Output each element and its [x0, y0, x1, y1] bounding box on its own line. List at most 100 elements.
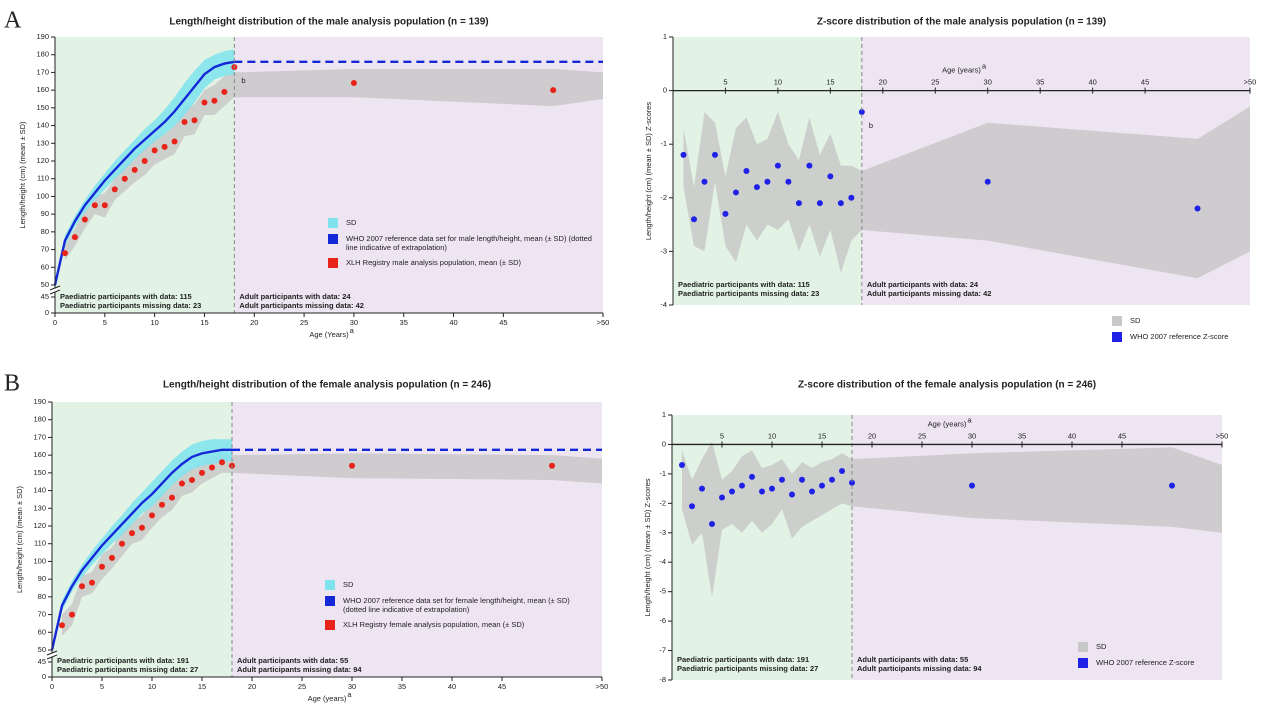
legend: SD WHO 2007 reference Z-score	[1112, 316, 1262, 342]
data-point	[839, 467, 845, 474]
y-tick-label: 120	[36, 156, 49, 165]
legend-item: XLH Registry male analysis population, m…	[328, 258, 598, 268]
data-point	[119, 540, 125, 547]
x-label-note: a	[347, 690, 352, 699]
axis-break	[49, 289, 61, 295]
data-point	[1169, 482, 1175, 489]
legend-label: SD	[1096, 642, 1107, 651]
y-tick-label: 170	[36, 67, 49, 76]
x-tick-label: 15	[200, 318, 208, 327]
x-tick-label: 40	[1088, 78, 1096, 87]
x-tick-label: 5	[723, 78, 727, 87]
data-point	[764, 178, 771, 185]
axis-break	[46, 650, 58, 656]
legend-label: WHO 2007 reference Z-score	[1096, 658, 1195, 667]
region-text: Paediatric participants missing data: 23	[678, 289, 819, 298]
footnote-mark: b	[869, 121, 873, 130]
data-point	[774, 162, 781, 169]
y-tick-label: 100	[33, 556, 46, 565]
y-tick-label: 100	[36, 191, 49, 200]
y-axis-label: Length/height (cm) (mean ± SD) Z-scores	[644, 102, 653, 241]
legend-item: WHO 2007 reference data set for female l…	[325, 596, 595, 614]
data-point	[858, 109, 865, 116]
legend-swatch	[1078, 658, 1088, 668]
y-tick-label: 160	[33, 450, 46, 459]
x-axis-label: Age (Years)	[309, 330, 349, 339]
region	[672, 415, 852, 680]
x-tick-label: 30	[348, 682, 356, 691]
legend-item: SD	[1112, 316, 1262, 326]
region-text: Adult participants missing data: 94	[857, 664, 982, 673]
x-tick-label: 20	[879, 78, 887, 87]
legend-box: SD WHO 2007 reference data set for female…	[325, 580, 595, 630]
data-point	[837, 200, 844, 207]
legend-label: WHO 2007 reference data set for female l…	[343, 596, 570, 614]
sd-band	[682, 441, 1222, 598]
x-tick-label: 15	[826, 78, 834, 87]
region-text: Paediatric participants missing data: 27	[677, 664, 818, 673]
axis-break	[46, 654, 58, 660]
x-tick-label: 30	[984, 78, 992, 87]
data-point	[89, 579, 95, 586]
y-tick-label: 160	[36, 85, 49, 94]
x-tick-label: 30	[968, 431, 976, 440]
x-label-note: a	[982, 62, 987, 71]
data-point	[779, 476, 785, 483]
x-tick-label: 40	[1068, 431, 1076, 440]
x-tick-label: 20	[250, 318, 258, 327]
data-point	[969, 482, 975, 489]
data-point	[753, 184, 760, 191]
x-tick-label: >50	[1216, 431, 1229, 440]
data-point	[219, 459, 225, 466]
data-point	[690, 216, 697, 223]
data-point	[709, 520, 715, 527]
data-point	[169, 494, 175, 501]
x-tick-label: 25	[298, 682, 306, 691]
y-tick-label: -6	[659, 616, 666, 625]
legend-box: SD WHO 2007 reference Z-score	[1112, 316, 1262, 342]
y-tick-label: -5	[659, 587, 666, 596]
data-point	[732, 189, 739, 196]
data-point	[181, 119, 188, 126]
x-tick-label: 5	[103, 318, 107, 327]
x-axis-label: Age (years)	[928, 419, 967, 428]
y-tick-label: 60	[41, 262, 49, 271]
region-text: Paediatric participants missing data: 23	[60, 301, 201, 310]
legend-swatch	[328, 234, 338, 244]
y-tick-label: 150	[33, 468, 46, 477]
y-tick-label: -1	[659, 469, 666, 478]
data-point	[149, 512, 155, 519]
legend-label: WHO 2007 reference data set for male len…	[346, 234, 592, 252]
data-point	[809, 488, 815, 495]
data-point	[171, 138, 178, 145]
y-tick-label: 130	[36, 138, 49, 147]
data-point	[350, 80, 357, 87]
y-tick-label: 45	[38, 657, 46, 666]
y-tick-label: 50	[38, 645, 46, 654]
data-point	[722, 210, 729, 217]
data-point	[1194, 205, 1201, 212]
y-tick-label: 45	[41, 292, 49, 301]
region-text: Adult participants missing data: 42	[239, 301, 364, 310]
y-tick-label: 90	[41, 209, 49, 218]
legend-box: SD WHO 2007 reference Z-score	[1078, 642, 1238, 668]
data-point	[550, 87, 557, 94]
legend-item: SD	[325, 580, 595, 590]
x-tick-label: 40	[449, 318, 457, 327]
reference-line	[50, 448, 232, 651]
legend-swatch	[325, 620, 335, 630]
legend-item: SD	[328, 218, 598, 228]
x-tick-label: 45	[1118, 431, 1126, 440]
x-label-note: a	[350, 326, 355, 335]
region-text: Adult participants missing data: 94	[237, 665, 362, 674]
data-point	[129, 530, 135, 537]
region-text: Paediatric participants missing data: 27	[57, 665, 198, 674]
data-point	[711, 151, 718, 158]
y-tick-label: 80	[38, 592, 46, 601]
x-tick-label: 5	[720, 431, 724, 440]
sd-band	[683, 106, 1250, 279]
legend-swatch	[328, 258, 338, 268]
y-tick-label: 70	[38, 610, 46, 619]
legend: SD WHO 2007 reference data set for female…	[325, 580, 595, 630]
legend-label: SD	[346, 218, 357, 227]
